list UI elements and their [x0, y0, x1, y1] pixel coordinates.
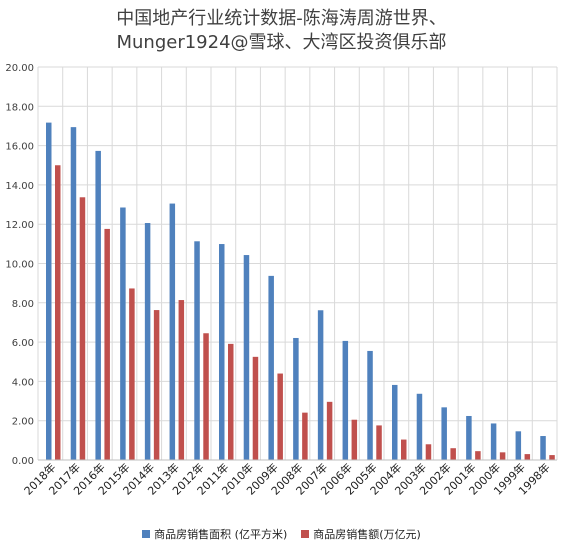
- bar-sales-area: [466, 415, 472, 460]
- y-tick-label: 18.00: [5, 102, 34, 113]
- bar-sales-amount: [203, 333, 209, 460]
- y-tick-label: 10.00: [5, 260, 34, 271]
- bar-sales-amount: [302, 412, 308, 460]
- bar-sales-area: [416, 393, 423, 460]
- y-tick-label: 2.00: [12, 417, 34, 428]
- y-tick-label: 20.00: [5, 63, 34, 74]
- legend-swatch-area: [142, 530, 151, 538]
- bar-sales-amount: [153, 310, 160, 460]
- bar-sales-amount: [425, 444, 432, 460]
- y-tick-label: 12.00: [5, 220, 34, 231]
- bar-sales-area: [268, 275, 274, 460]
- bar-sales-area: [46, 122, 52, 460]
- legend-swatch-sales: [301, 530, 310, 538]
- bar-sales-amount: [351, 419, 358, 460]
- bar-sales-amount: [178, 300, 185, 460]
- bar-sales-area: [490, 423, 497, 460]
- legend-label-sales: 商品房销售额(万亿元): [313, 528, 421, 541]
- bar-sales-area: [317, 310, 324, 460]
- bar-sales-area: [120, 207, 126, 460]
- bar-sales-area: [243, 255, 250, 460]
- bar-sales-amount: [55, 165, 61, 460]
- bar-sales-area: [293, 337, 299, 460]
- bar-sales-area: [441, 407, 447, 460]
- chart-title-line-2: Munger1924@雪球、大湾区投资俱乐部: [116, 32, 447, 53]
- bar-sales-area: [392, 384, 398, 460]
- bar-sales-amount: [475, 451, 481, 460]
- legend-item-area: 商品房销售面积 (亿平方米): [142, 526, 287, 542]
- y-tick-label: 6.00: [12, 338, 34, 349]
- bar-sales-area: [342, 340, 349, 460]
- bar-sales-amount: [524, 454, 531, 460]
- legend-label-area: 商品房销售面积 (亿平方米): [154, 528, 288, 541]
- legend-item-sales: 商品房销售额(万亿元): [301, 526, 421, 542]
- bar-sales-amount: [104, 228, 110, 460]
- y-tick-label: 8.00: [12, 299, 34, 310]
- bar-sales-area: [169, 203, 176, 460]
- bar-sales-amount: [450, 448, 456, 460]
- bar-sales-area: [194, 241, 200, 460]
- bar-sales-area: [515, 431, 522, 460]
- bar-sales-area: [95, 150, 101, 460]
- y-tick-label: 14.00: [5, 181, 34, 192]
- bar-sales-amount: [376, 425, 382, 460]
- bar-sales-amount: [549, 455, 555, 460]
- bar-sales-amount: [252, 356, 259, 460]
- bar-sales-amount: [228, 343, 234, 460]
- bar-sales-amount: [79, 197, 86, 461]
- bar-sales-area: [540, 436, 546, 460]
- bar-sales-area: [70, 127, 77, 460]
- chart-title-line-1: 中国地产行业统计数据-陈海涛周游世界、: [116, 8, 447, 29]
- bar-sales-area: [219, 244, 225, 460]
- bar-sales-amount: [277, 373, 283, 460]
- chart-legend: 商品房销售面积 (亿平方米) 商品房销售额(万亿元): [0, 526, 563, 542]
- y-tick-label: 16.00: [5, 142, 34, 153]
- bar-sales-amount: [499, 452, 506, 460]
- bar-sales-amount: [129, 288, 135, 460]
- bar-sales-amount: [326, 401, 333, 460]
- y-tick-label: 0.00: [12, 456, 34, 467]
- bar-sales-area: [367, 350, 373, 460]
- y-tick-label: 4.00: [12, 377, 34, 388]
- bar-sales-amount: [401, 439, 407, 460]
- bar-sales-area: [144, 223, 151, 460]
